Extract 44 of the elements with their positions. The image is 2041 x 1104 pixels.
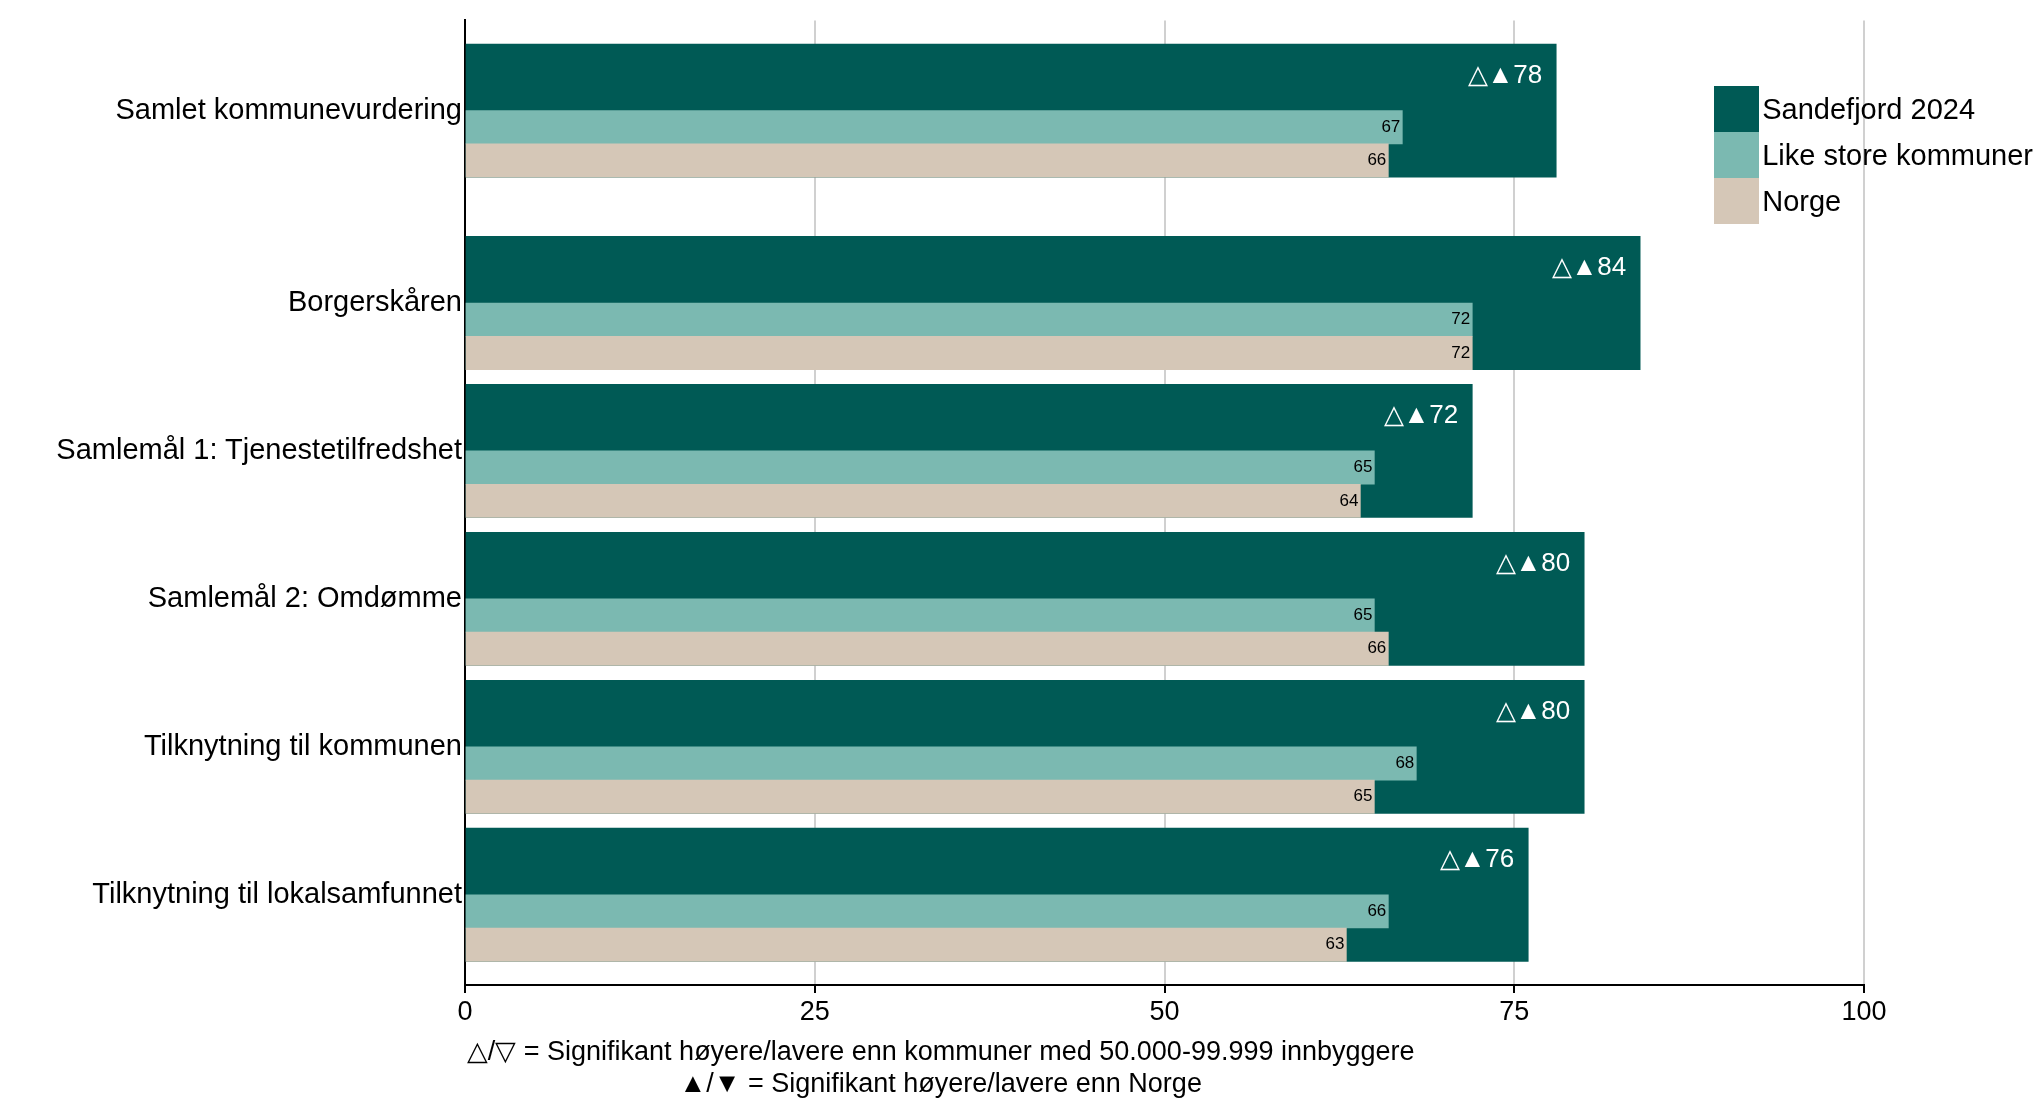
- x-tick-label: 25: [799, 995, 830, 1026]
- y-tick-label: Borgerskåren: [287, 284, 462, 317]
- data-label: 65: [1353, 605, 1373, 625]
- data-label: △▲72: [1383, 399, 1459, 430]
- data-label: 72: [1451, 342, 1471, 362]
- data-label: △▲76: [1439, 843, 1515, 874]
- data-label: △▲80: [1495, 547, 1571, 578]
- legend-label: Sandefjord 2024: [1762, 92, 1976, 126]
- data-label: 66: [1367, 901, 1387, 921]
- data-label: 68: [1395, 753, 1415, 773]
- y-tick-label: Tilknytning til kommunen: [143, 728, 462, 761]
- data-label: 65: [1353, 457, 1373, 477]
- x-tick-label: 100: [1841, 995, 1887, 1026]
- bar: [465, 631, 1389, 666]
- legend-label: Norge: [1762, 184, 1842, 218]
- bar: [465, 746, 1417, 781]
- bar: [465, 894, 1389, 929]
- data-label: 63: [1325, 934, 1345, 954]
- data-label: 65: [1353, 786, 1373, 806]
- data-label: △▲80: [1495, 695, 1571, 726]
- x-tick-label: 50: [1149, 995, 1180, 1026]
- data-label: △▲78: [1467, 59, 1543, 90]
- text: △/▽ = Signifikant høyere/lavere enn kommuner med 50.000-99.999 innbyggere: [466, 1036, 1415, 1067]
- bar: [465, 450, 1375, 485]
- y-tick-label: Samlemål 1: Tjenestetilfredshet: [56, 432, 462, 465]
- y-tick-label: Samlemål 2: Omdømme: [147, 580, 462, 613]
- data-label: △▲84: [1551, 251, 1627, 282]
- x-tick-label: 0: [457, 995, 473, 1026]
- legend-label: Like store kommuner: [1762, 138, 2033, 172]
- y-tick-label: Tilknytning til lokalsamfunnet: [92, 876, 462, 909]
- data-label: 66: [1367, 638, 1387, 658]
- x-tick-label: 75: [1499, 995, 1530, 1026]
- data-label: 66: [1367, 150, 1387, 170]
- bar: [465, 483, 1361, 518]
- bar: [465, 302, 1473, 337]
- bar: [465, 927, 1347, 962]
- data-label: 72: [1451, 309, 1471, 329]
- bar: [465, 779, 1375, 814]
- data-label: 64: [1339, 490, 1359, 510]
- y-tick-label: Samlet kommunevurdering: [115, 92, 462, 125]
- data-label: 67: [1381, 116, 1401, 136]
- bar: [465, 335, 1473, 370]
- text: ▲/▼ = Signifikant høyere/lavere enn Norge: [679, 1068, 1202, 1099]
- bar: [465, 598, 1375, 633]
